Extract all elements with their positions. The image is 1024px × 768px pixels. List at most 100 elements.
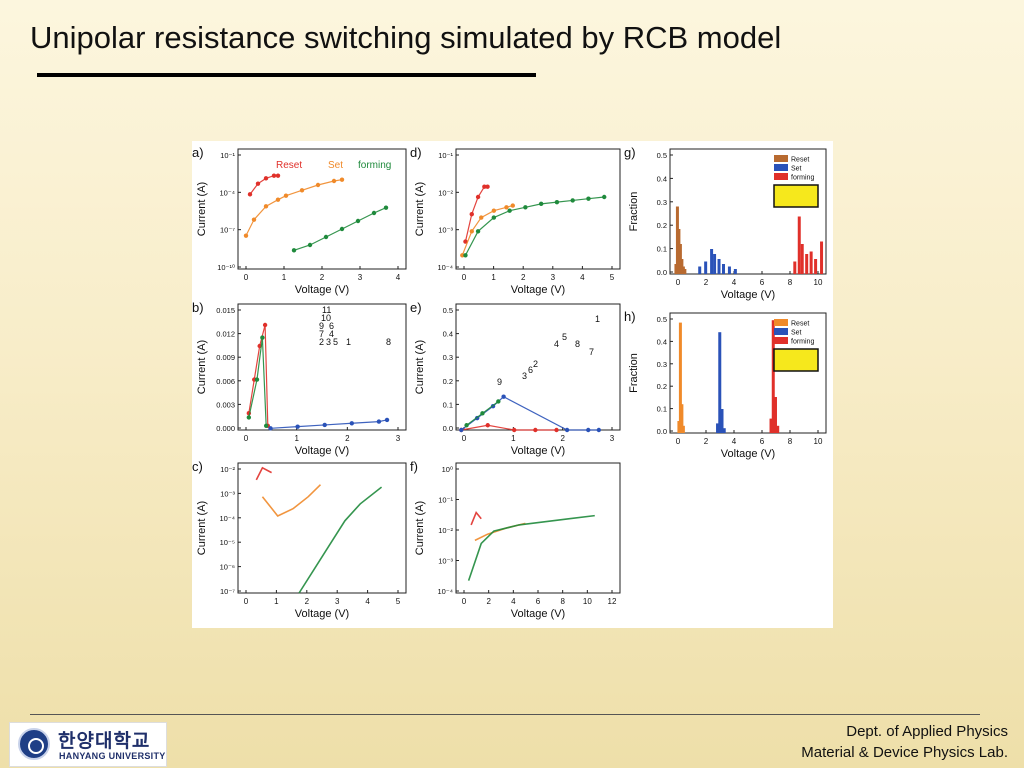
x-tick-label: 4 [732, 437, 737, 446]
data-point [247, 192, 253, 197]
y-tick-label: 10⁻⁷ [220, 226, 235, 235]
x-tick-label: 4 [580, 273, 585, 282]
data-point [246, 415, 252, 420]
y-tick-label: 0.4 [443, 330, 453, 339]
y-tick-label: 10⁻² [220, 465, 235, 474]
university-logo: 한양대학교 HANYANG UNIVERSITY [9, 722, 167, 767]
x-tick-label: 3 [358, 273, 363, 282]
cycle-number-label: 1 [346, 337, 351, 347]
data-point [602, 194, 607, 200]
x-tick-label: 0 [462, 434, 467, 443]
data-point [371, 210, 377, 216]
legend-swatch [774, 155, 788, 162]
panel-label: g) [624, 145, 636, 160]
x-tick-label: 2 [486, 597, 491, 606]
panel-label: f) [410, 459, 418, 474]
y-tick-label: 0.3 [657, 360, 667, 369]
data-point [299, 188, 305, 193]
data-point [463, 239, 468, 244]
series-annotation: forming [358, 160, 391, 171]
legend-swatch [774, 337, 788, 344]
y-tick-label: 0.3 [657, 198, 667, 207]
data-point [475, 229, 481, 234]
bar-mark [776, 425, 780, 433]
x-axis-label: Voltage (V) [511, 284, 565, 296]
bar-mark [805, 254, 809, 274]
bar-mark [704, 261, 708, 274]
y-tick-label: 0.0 [443, 424, 453, 433]
logo-korean-text: 한양대학교 [58, 730, 151, 752]
panel-label: d) [410, 145, 422, 160]
x-tick-label: 6 [536, 597, 541, 606]
title-underline [37, 73, 536, 77]
cycle-number-label: 9 [319, 321, 324, 331]
y-axis-label: Current (A) [414, 340, 426, 394]
footer-text: Dept. of Applied Physics Material & Devi… [801, 721, 1008, 763]
data-point [243, 233, 249, 238]
data-point [469, 211, 474, 217]
data-point [523, 205, 528, 210]
data-point [485, 184, 490, 189]
y-tick-label: 10⁻⁴ [437, 587, 453, 596]
x-tick-label: 6 [760, 437, 765, 446]
data-point [554, 199, 560, 205]
cycle-number-label: 11 [322, 305, 331, 315]
x-tick-label: 0 [244, 273, 249, 282]
legend-label: forming [791, 339, 814, 346]
data-point [564, 427, 570, 433]
data-point [251, 217, 257, 222]
y-tick-label: 10⁻² [438, 188, 453, 197]
data-point [263, 176, 269, 181]
cycle-number-label: 5 [333, 337, 338, 347]
data-point [538, 201, 544, 207]
x-tick-label: 10 [583, 597, 592, 606]
panel-label: e) [410, 300, 422, 315]
y-tick-label: 10⁻² [438, 526, 453, 535]
data-point [255, 181, 261, 186]
data-point [459, 427, 464, 433]
y-tick-label: 10⁻³ [220, 489, 235, 498]
cycle-number-label: 8 [386, 337, 391, 347]
cycle-number-label: 2 [319, 337, 324, 347]
y-tick-label: 10⁻⁴ [437, 263, 453, 272]
data-point [339, 177, 345, 182]
x-tick-label: 1 [491, 273, 496, 282]
series-line [261, 484, 322, 517]
cycle-number-label: 5 [562, 332, 567, 342]
footer-lab: Material & Device Physics Lab. [801, 744, 1008, 761]
y-tick-label: 10⁻³ [438, 226, 453, 235]
x-tick-label: 4 [732, 278, 737, 287]
bar-mark [769, 418, 773, 433]
x-tick-label: 2 [560, 434, 565, 443]
panel-label: c) [192, 459, 203, 474]
bar-mark [710, 249, 714, 274]
data-point [268, 426, 273, 431]
bar-mark [680, 404, 684, 433]
data-point [376, 419, 382, 424]
x-tick-label: 0 [462, 597, 467, 606]
y-axis-label: Current (A) [196, 182, 208, 236]
series-line [461, 424, 557, 431]
bar-mark [722, 428, 726, 433]
data-point [262, 322, 268, 328]
x-tick-label: 8 [788, 278, 793, 287]
x-tick-label: 5 [396, 597, 401, 606]
data-point [586, 196, 591, 201]
x-tick-label: 8 [560, 597, 565, 606]
bar-mark [716, 423, 720, 433]
data-point [596, 427, 602, 433]
bar-mark [721, 264, 725, 274]
y-tick-label: 0.009 [216, 353, 235, 362]
x-tick-label: 10 [814, 278, 823, 287]
x-tick-label: 1 [511, 434, 516, 443]
x-tick-label: 4 [511, 597, 516, 606]
bar-mark [718, 332, 722, 433]
bar-mark [809, 251, 813, 274]
slide-title: Unipolar resistance switching simulated … [30, 20, 782, 55]
y-axis-label: Current (A) [414, 501, 426, 555]
legend-label: Reset [791, 157, 809, 164]
x-tick-label: 0 [244, 597, 249, 606]
data-point [501, 394, 506, 399]
cycle-number-label: 7 [319, 329, 324, 339]
data-point [533, 427, 538, 433]
